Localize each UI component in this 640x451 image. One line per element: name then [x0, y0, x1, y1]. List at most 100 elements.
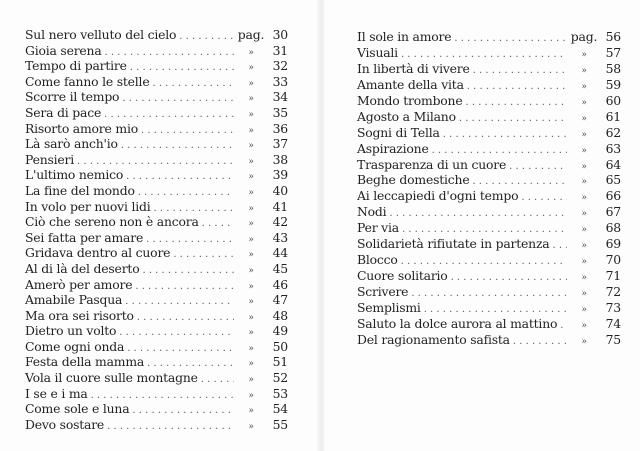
- page-number: 42: [272, 214, 289, 230]
- toc-entry: Vola il cuore sulle montagne » 52: [25, 370, 288, 386]
- page-marker: »: [248, 125, 254, 136]
- page-number: 52: [272, 370, 289, 386]
- page-number: 34: [272, 89, 289, 105]
- entry-title: Amante della vita: [357, 76, 464, 92]
- page-number: 48: [272, 307, 289, 323]
- toc-entry: Come fanno le stelle » 33: [25, 74, 288, 90]
- page-number: 56: [605, 29, 622, 44]
- page-marker: »: [248, 281, 254, 292]
- page-marker: pag.: [570, 29, 598, 44]
- dot-leader: [198, 372, 234, 388]
- page-marker: »: [248, 297, 254, 308]
- entry-title: Amabile Pasqua: [25, 292, 123, 308]
- entry-title: Risorto amore mio: [25, 120, 138, 136]
- dot-leader: [408, 286, 567, 302]
- toc-entry: Per via » 68: [357, 220, 621, 236]
- dot-leader: [464, 79, 567, 95]
- page-number: 41: [272, 198, 289, 214]
- dot-leader: [139, 263, 234, 279]
- toc-entry: Amerò per amore » 46: [25, 277, 288, 293]
- page-number: 37: [272, 136, 289, 152]
- toc-entry: Aspirazione » 63: [357, 141, 621, 157]
- page-number: 61: [605, 108, 622, 124]
- entry-title: Sei fatta per amare: [25, 229, 144, 245]
- page-marker: »: [581, 49, 587, 60]
- page-marker: »: [581, 225, 587, 236]
- dot-leader: [170, 247, 234, 263]
- entry-title: Nodi: [357, 204, 387, 220]
- entry-title: Dietro un volto: [25, 323, 117, 339]
- toc-entry: Ma ora sei risorto » 48: [25, 308, 288, 324]
- page-number: 44: [272, 245, 289, 261]
- entry-title: Come ogni onda: [25, 338, 125, 354]
- entry-title: Scorre il tempo: [25, 89, 120, 105]
- toc-entry: Il sole in amore pag. 56: [357, 29, 621, 45]
- page-number: 59: [605, 76, 622, 92]
- page-number: 35: [272, 104, 289, 120]
- page-marker: »: [248, 47, 254, 58]
- dot-leader: [116, 325, 234, 341]
- page-marker: »: [248, 172, 254, 183]
- toc-entry: Trasparenza di un cuore » 64: [357, 157, 621, 173]
- page-marker: »: [581, 289, 587, 299]
- entry-title: Vola il cuore sulle montagne: [25, 370, 198, 386]
- toc-entry: I se e i ma » 53: [25, 386, 288, 402]
- entry-title: Cuore solitario: [357, 268, 448, 284]
- page-marker: »: [248, 234, 254, 245]
- page-marker: »: [248, 421, 254, 432]
- page-number: 65: [605, 172, 622, 188]
- dot-leader: [129, 403, 234, 419]
- entry-title: Come fanno le stelle: [25, 73, 150, 89]
- dot-leader: [518, 190, 567, 206]
- entry-title: Sogni di Tella: [357, 124, 440, 140]
- page-marker: »: [581, 161, 587, 172]
- toc-entry: Sul nero velluto del cielo pag. 30: [25, 27, 288, 43]
- entry-title: Aspirazione: [357, 140, 429, 156]
- toc-entry: Amabile Pasqua » 47: [25, 292, 288, 308]
- page-number: 66: [605, 188, 622, 204]
- page-marker: »: [248, 156, 254, 167]
- entry-title: Pensieri: [25, 151, 75, 167]
- page-number: 69: [605, 236, 622, 252]
- page-marker: »: [248, 312, 254, 323]
- page-marker: »: [581, 336, 587, 347]
- page-number: 39: [272, 167, 289, 183]
- page-marker: »: [248, 187, 254, 198]
- page-number: 53: [272, 385, 289, 401]
- toc-entry: Amante della vita » 59: [357, 77, 621, 93]
- dot-leader: [123, 169, 234, 185]
- page-marker: »: [581, 193, 587, 204]
- entry-title: Tempo di partire: [25, 58, 127, 74]
- page-number: 74: [605, 315, 622, 331]
- page-number: 62: [605, 124, 622, 140]
- page-number: 30: [272, 27, 289, 42]
- entry-title: Ai leccapiedi d'ogni tempo: [357, 188, 519, 204]
- entry-title: Agosto a Milano: [357, 108, 456, 124]
- page-marker: »: [248, 63, 254, 74]
- page-number: 73: [605, 299, 622, 315]
- page-marker: »: [581, 273, 587, 284]
- page-marker: »: [581, 257, 587, 268]
- toc-entry: Gioia serena » 31: [25, 43, 288, 59]
- dot-leader: [470, 63, 567, 79]
- toc-entry: Semplismi » 73: [357, 300, 621, 316]
- entry-title: Per via: [357, 220, 399, 236]
- page-number: 32: [272, 58, 289, 74]
- page-marker: »: [581, 81, 587, 92]
- page-marker: »: [581, 65, 587, 76]
- dot-leader: [386, 206, 567, 222]
- page-marker: »: [248, 109, 254, 120]
- entry-title: Trasparenza di un cuore: [357, 156, 507, 172]
- toc-entry: La fine del mondo » 40: [25, 183, 288, 199]
- page-marker: »: [581, 241, 587, 252]
- page-number: 47: [272, 292, 289, 308]
- toc-entry: Gridava dentro al cuore » 44: [25, 245, 288, 261]
- dot-leader: [199, 216, 234, 232]
- entry-title: Sera di pace: [25, 104, 102, 120]
- entry-title: I se e i ma: [25, 385, 88, 401]
- page-number: 57: [605, 44, 622, 60]
- toc-entry: Là sarò anch'io » 37: [25, 136, 288, 152]
- dot-leader: [456, 111, 567, 127]
